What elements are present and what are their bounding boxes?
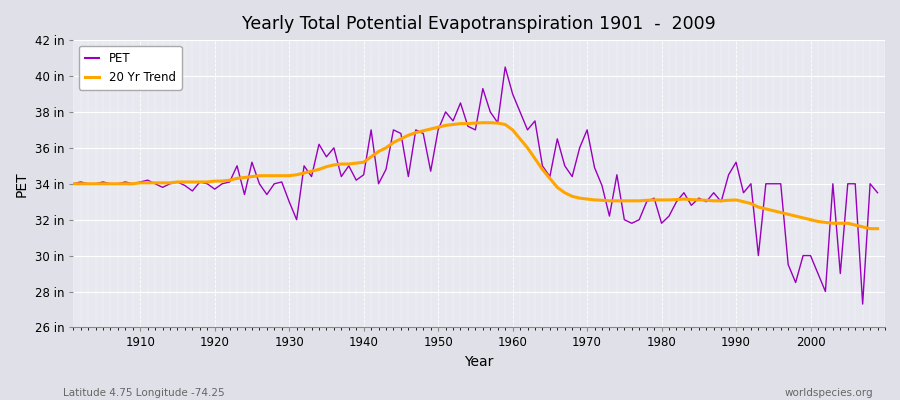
Title: Yearly Total Potential Evapotranspiration 1901  -  2009: Yearly Total Potential Evapotranspiratio…	[242, 15, 716, 33]
Legend: PET, 20 Yr Trend: PET, 20 Yr Trend	[79, 46, 182, 90]
Y-axis label: PET: PET	[15, 171, 29, 196]
Text: worldspecies.org: worldspecies.org	[785, 388, 873, 398]
Text: Latitude 4.75 Longitude -74.25: Latitude 4.75 Longitude -74.25	[63, 388, 225, 398]
X-axis label: Year: Year	[464, 355, 494, 369]
